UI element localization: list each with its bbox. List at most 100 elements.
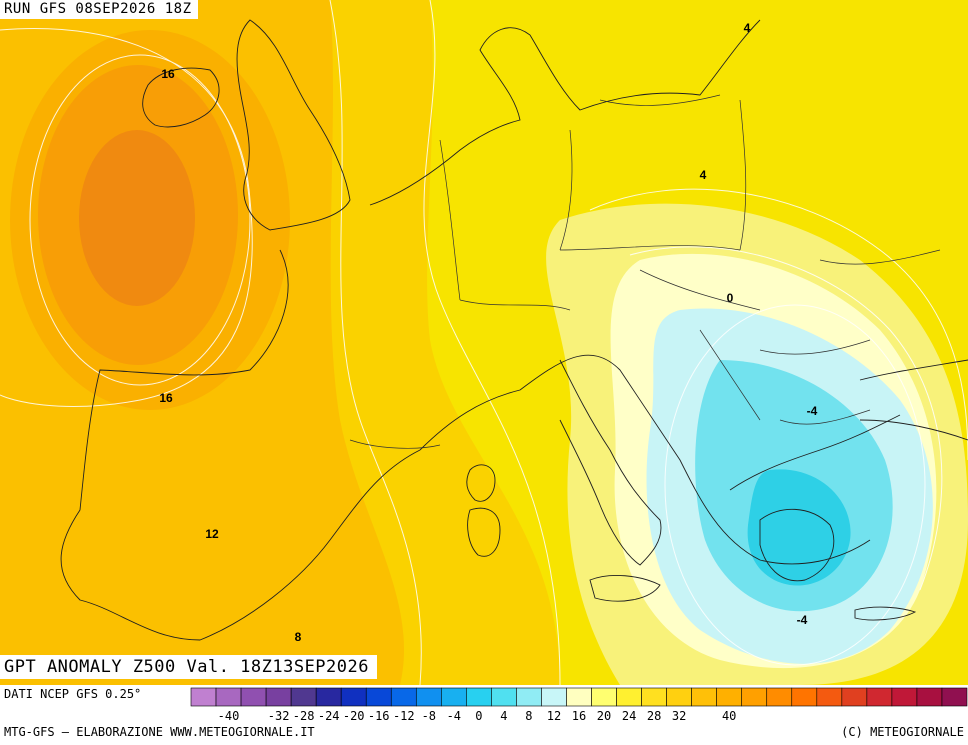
- color-scale-cell: [215, 687, 242, 707]
- border-line: [559, 245, 741, 251]
- color-scale-tick-label: -24: [317, 709, 340, 723]
- coastline-turkey: [859, 419, 968, 441]
- contour-line: [329, 0, 422, 685]
- field-core-inner: [79, 130, 195, 306]
- color-scale-tick-label: -16: [367, 709, 390, 723]
- data-source-label: DATI NCEP GFS 0.25°: [4, 687, 142, 701]
- color-scale-tick-label: -8: [421, 709, 437, 723]
- contour-label: -4: [806, 404, 818, 418]
- run-label: RUN GFS 08SEP2026 18Z: [0, 0, 198, 19]
- copyright-label: (C) METEOGIORNALE: [841, 725, 964, 739]
- color-scale-tick-label: -28: [292, 709, 315, 723]
- contour-line: [664, 304, 926, 666]
- coastline-sicily: [589, 575, 661, 602]
- coastline-mediterranean: [419, 354, 871, 565]
- color-scale-cell: [441, 687, 467, 707]
- border-line: [599, 94, 721, 106]
- contour-label: 4: [743, 21, 751, 35]
- contour-label: 8: [294, 630, 302, 644]
- color-scale-cell: [641, 687, 667, 707]
- border-line: [439, 139, 461, 301]
- coastline-britain: [236, 19, 351, 231]
- color-scale-tick-label: 24: [621, 709, 637, 723]
- contour-line: [629, 246, 943, 591]
- color-scale-tick-label: -32: [267, 709, 290, 723]
- border-line: [739, 99, 747, 251]
- border-line: [349, 439, 441, 449]
- color-scale-tick-label: 4: [500, 709, 508, 723]
- contour-label: 12: [205, 527, 219, 541]
- color-scale-tick-label: -40: [217, 709, 240, 723]
- border-line: [699, 329, 761, 421]
- contour-line: [589, 188, 968, 461]
- contour-label: 16: [159, 391, 173, 405]
- color-scale: -40 -32 -28 -24 -20 -16 -12 -8 -4 0 4 8 12 16 20 24 28 32…: [190, 687, 968, 723]
- color-scale-cell: [616, 687, 642, 707]
- color-scale-tick-label: 28: [646, 709, 662, 723]
- color-scale-tick-label: 20: [596, 709, 612, 723]
- border-line: [779, 409, 871, 425]
- color-scale-cell: [866, 687, 893, 707]
- map-title: GPT ANOMALY Z500 Val. 18Z13SEP2026: [0, 655, 377, 679]
- field-band-neg12: [747, 469, 851, 586]
- color-scale-cell: [466, 687, 492, 707]
- color-scale-tick-label: -4: [446, 709, 462, 723]
- footer: DATI NCEP GFS 0.25° -40 -32 -28 -24 -20 -16 -1…: [0, 685, 968, 745]
- coastline-iberia-france: [60, 249, 421, 641]
- color-scale-cell: [365, 687, 392, 707]
- color-scale-cell: [941, 687, 968, 707]
- color-scale-cell: [265, 687, 292, 707]
- color-scale-cell: [916, 687, 943, 707]
- contour-label: 4: [699, 168, 707, 182]
- color-scale-cell: [415, 687, 442, 707]
- contour-label: 0: [726, 291, 734, 305]
- coastline-peloponnese: [759, 508, 835, 582]
- color-scale-cell: [791, 687, 818, 707]
- border-line: [759, 339, 871, 355]
- color-scale-cell: [516, 687, 542, 707]
- color-scale-cell: [390, 687, 417, 707]
- color-scale-cell: [240, 687, 267, 707]
- color-scale-bar: [190, 687, 968, 707]
- color-scale-tick-label: 32: [671, 709, 687, 723]
- color-scale-cell: [766, 687, 793, 707]
- color-scale-tick-label: 40: [721, 709, 737, 723]
- color-scale-cell: [841, 687, 868, 707]
- color-scale-cell: [891, 687, 918, 707]
- color-scale-tick-label: -20: [342, 709, 365, 723]
- color-scale-cell: [741, 687, 768, 707]
- border-line: [819, 249, 941, 265]
- contour-line: [423, 0, 561, 685]
- anomaly-map: RUN GFS 08SEP2026 18Z 16 16 12 8 4 4 0 -…: [0, 0, 968, 685]
- color-scale-cell: [290, 687, 317, 707]
- border-line: [639, 269, 761, 311]
- color-scale-cell: [491, 687, 517, 707]
- credit-label: MTG-GFS — ELABORAZIONE WWW.METEOGIORNALE…: [4, 725, 315, 739]
- map-canvas: [0, 0, 968, 685]
- border-line: [559, 129, 573, 251]
- color-scale-cell: [566, 687, 592, 707]
- color-scale-tick-label: 16: [571, 709, 587, 723]
- color-scale-cell: [691, 687, 717, 707]
- color-scale-cell: [190, 687, 217, 707]
- coastline-black-sea: [859, 359, 968, 381]
- color-scale-cell: [666, 687, 692, 707]
- color-scale-tick-label: 8: [525, 709, 533, 723]
- color-scale-cell: [591, 687, 617, 707]
- color-scale-tick-label: -12: [392, 709, 415, 723]
- contour-line: [29, 54, 251, 386]
- color-scale-cell: [716, 687, 743, 707]
- color-scale-cell: [315, 687, 342, 707]
- coastline-north-sea: [369, 19, 761, 206]
- color-scale-cell: [541, 687, 567, 707]
- border-line: [459, 299, 571, 311]
- color-scale-tick-label: 12: [546, 709, 562, 723]
- coastline-corsica: [466, 464, 496, 502]
- contour-label: -4: [796, 613, 808, 627]
- contour-label: 16: [161, 67, 175, 81]
- coastline-aegean: [729, 414, 901, 491]
- coastline-crete: [854, 606, 917, 621]
- color-scale-cell: [340, 687, 367, 707]
- contour-line: [0, 28, 253, 407]
- coastline-sardinia: [467, 507, 501, 557]
